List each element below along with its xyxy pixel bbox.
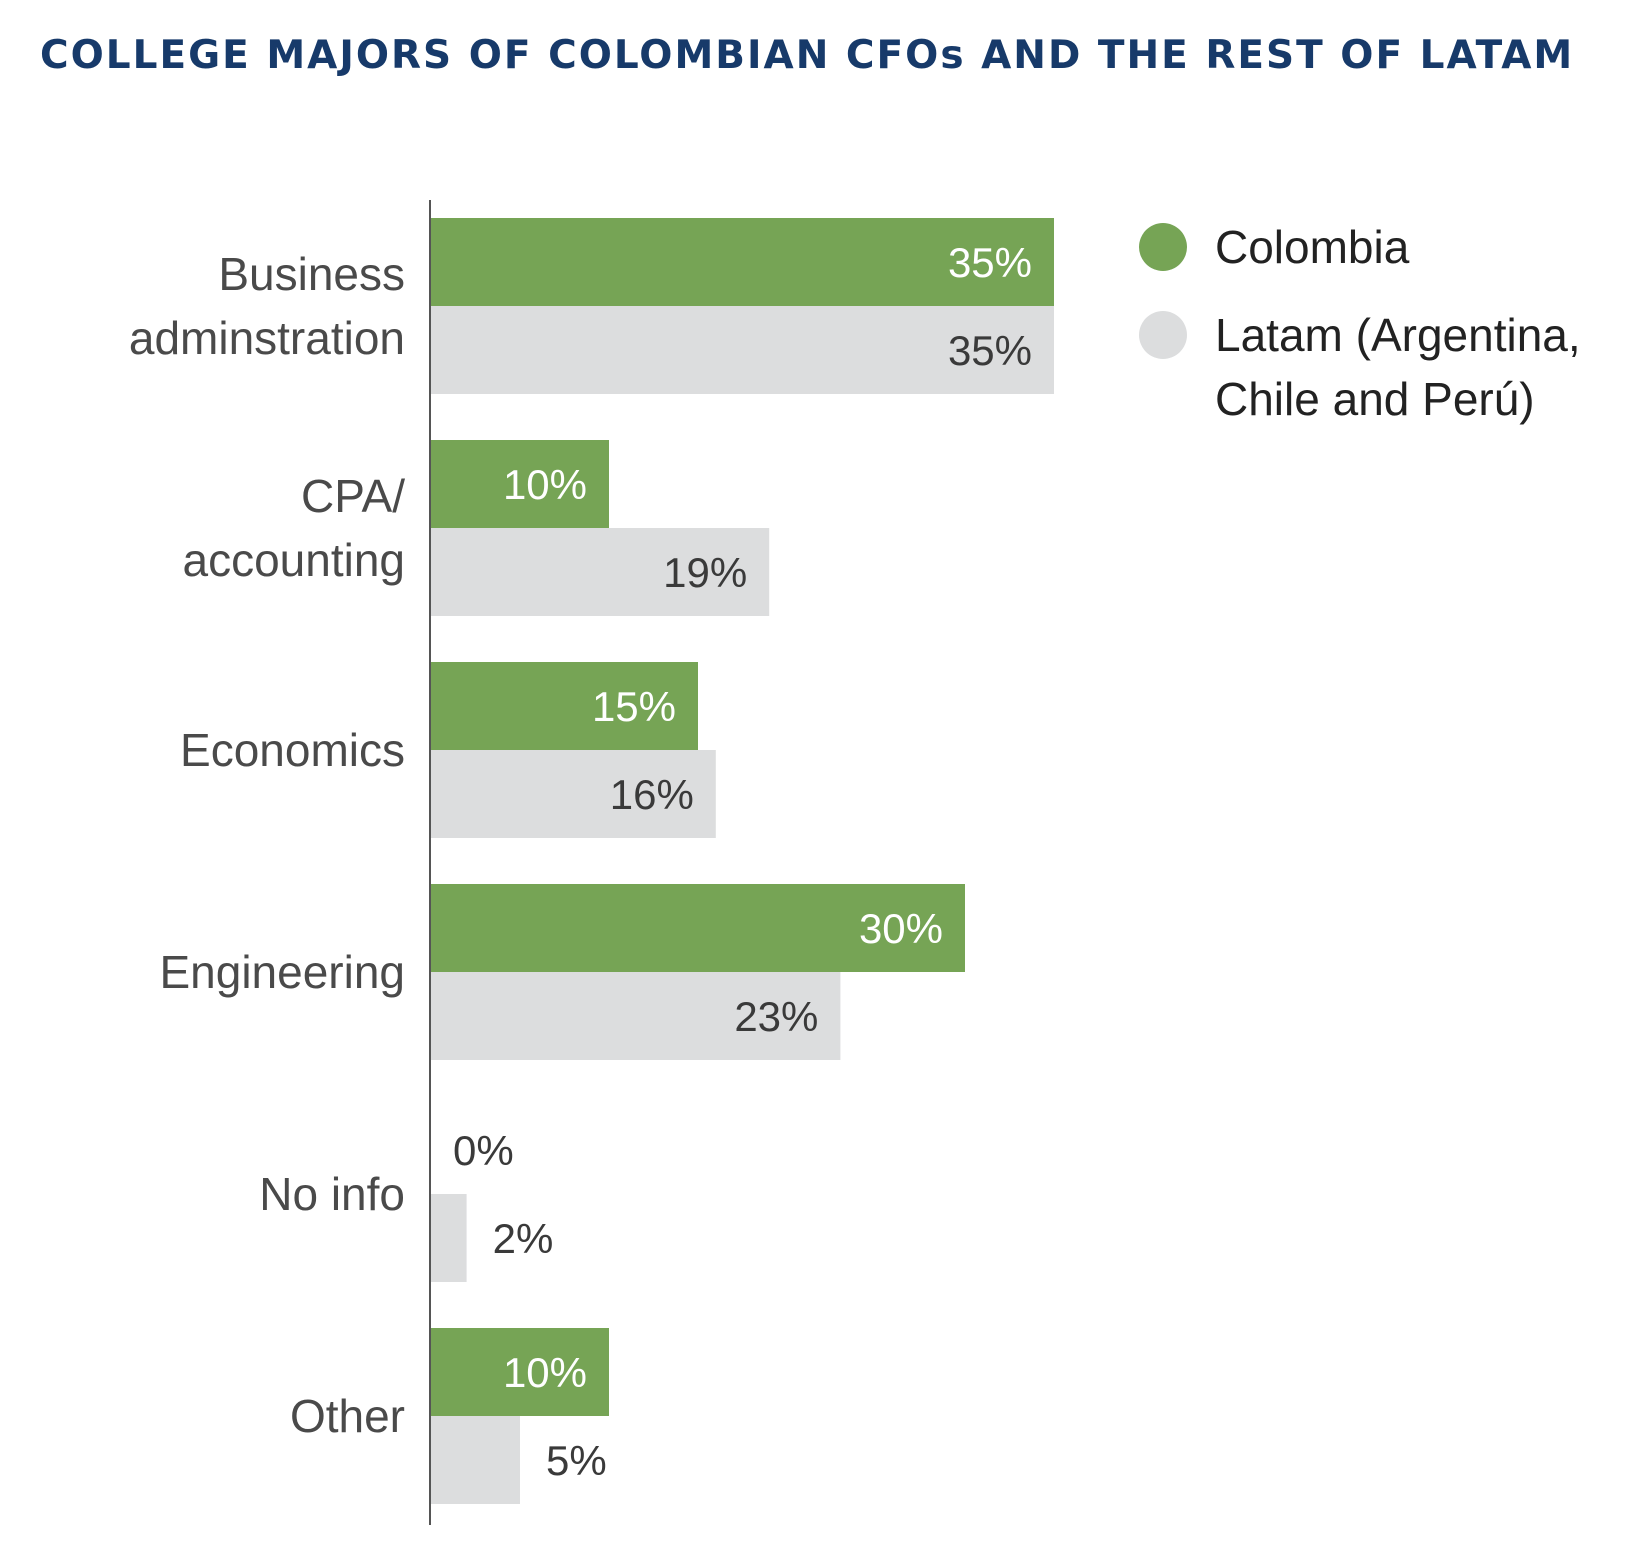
data-label: 23%	[734, 993, 818, 1040]
chart-title: COLLEGE MAJORS OF COLOMBIAN CFOs AND THE…	[40, 33, 1574, 78]
category-label: Economics	[180, 724, 405, 776]
data-label: 5%	[546, 1437, 607, 1484]
legend-marker-colombia	[1139, 223, 1187, 271]
data-label: 15%	[592, 683, 676, 730]
bar-latam	[431, 306, 1054, 394]
data-label: 0%	[453, 1127, 514, 1174]
bar-colombia	[431, 218, 1054, 306]
legend-marker-latam	[1139, 311, 1187, 359]
data-label: 16%	[610, 771, 694, 818]
category-label: Other	[290, 1390, 405, 1442]
legend-label: Latam (Argentina, Chile and Perú)	[1215, 309, 1581, 425]
bars-group: Business adminstration 35% 35% CPA/accountin…	[129, 218, 1054, 1504]
bar-colombia	[431, 440, 609, 528]
legend: Colombia Latam (Argentina, Chile and Perú)	[1139, 221, 1581, 425]
category-label: Engineering	[159, 946, 405, 998]
bar-latam	[431, 1194, 467, 1282]
category-label: No info	[259, 1168, 405, 1220]
data-label: 10%	[503, 461, 587, 508]
bar-latam	[431, 528, 770, 616]
bar-latam	[431, 1416, 520, 1504]
data-label: 2%	[493, 1215, 554, 1262]
data-label: 19%	[663, 549, 747, 596]
data-label: 10%	[503, 1349, 587, 1396]
category-label: CPA/accounting	[183, 470, 406, 586]
data-label: 35%	[948, 239, 1032, 286]
bar-colombia	[431, 1328, 609, 1416]
category-label: Business adminstration	[129, 248, 405, 364]
legend-label: Colombia	[1215, 221, 1410, 273]
data-label: 30%	[859, 905, 943, 952]
bar-colombia	[431, 662, 698, 750]
data-label: 35%	[948, 327, 1032, 374]
bar-latam	[431, 972, 841, 1060]
bar-latam	[431, 750, 716, 838]
bar-colombia	[431, 884, 965, 972]
